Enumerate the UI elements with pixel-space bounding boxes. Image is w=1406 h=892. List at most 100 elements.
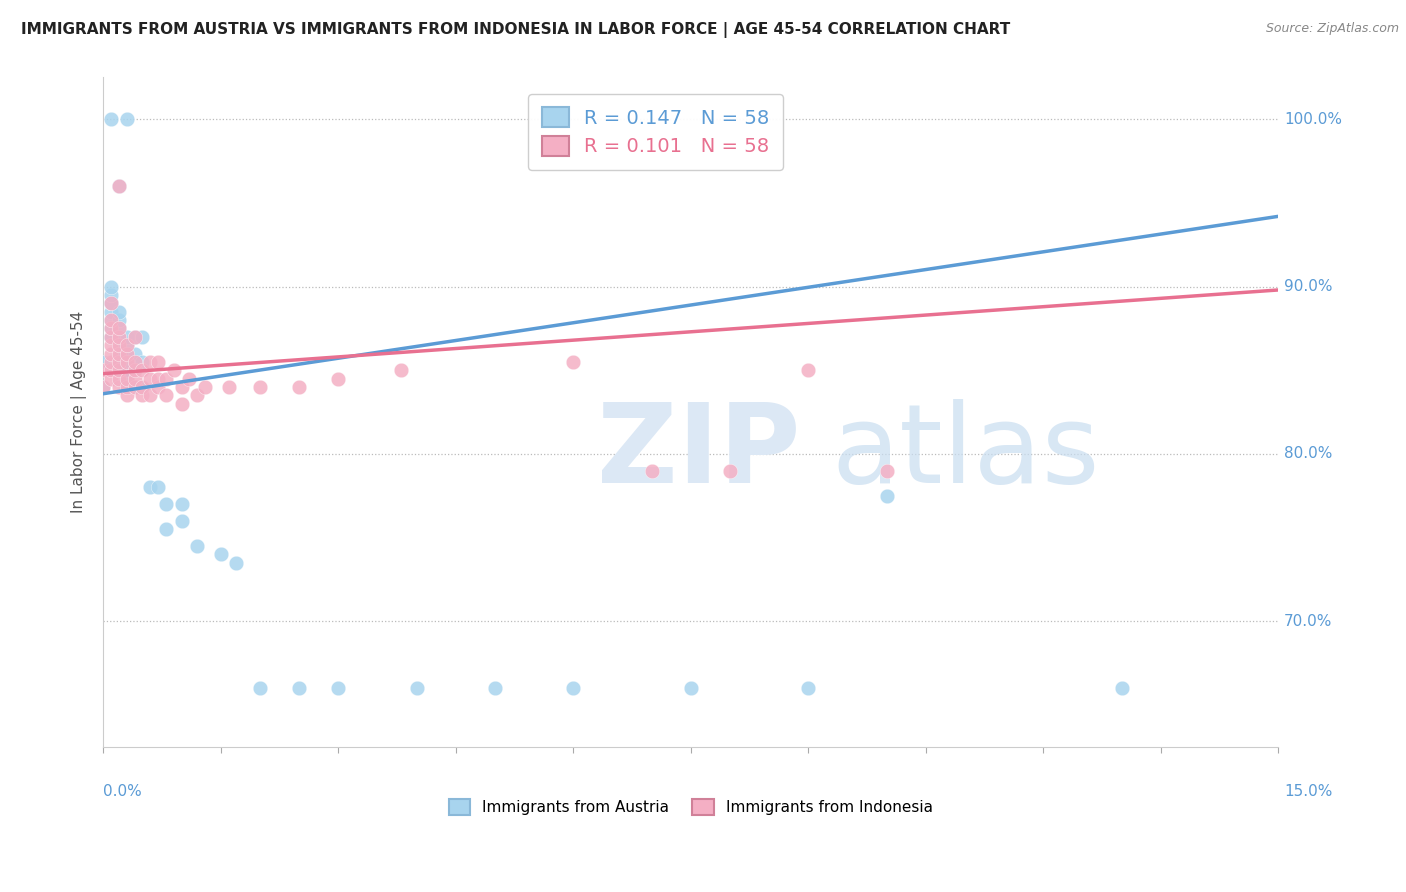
Point	[218, 380, 240, 394]
Point	[108, 371, 131, 385]
Point	[328, 371, 350, 385]
Point	[155, 522, 177, 536]
Point	[108, 321, 131, 335]
Point	[209, 547, 232, 561]
Point	[115, 346, 138, 360]
Point	[91, 363, 114, 377]
Point	[100, 355, 122, 369]
Point	[131, 330, 153, 344]
Point	[139, 355, 162, 369]
Point	[108, 346, 131, 360]
Point	[108, 363, 131, 377]
Point	[328, 681, 350, 696]
Point	[115, 355, 138, 369]
Point	[100, 296, 122, 310]
Point	[100, 296, 122, 310]
Point	[108, 321, 131, 335]
Point	[562, 355, 585, 369]
Point	[170, 514, 193, 528]
Point	[124, 363, 146, 377]
Point	[679, 681, 702, 696]
Point	[131, 380, 153, 394]
Point	[146, 380, 169, 394]
Text: IMMIGRANTS FROM AUSTRIA VS IMMIGRANTS FROM INDONESIA IN LABOR FORCE | AGE 45-54 : IMMIGRANTS FROM AUSTRIA VS IMMIGRANTS FR…	[21, 22, 1011, 38]
Point	[405, 681, 427, 696]
Point	[108, 179, 131, 194]
Point	[139, 480, 162, 494]
Text: ZIP: ZIP	[596, 399, 800, 506]
Point	[115, 363, 138, 377]
Point	[108, 338, 131, 352]
Point	[124, 330, 146, 344]
Point	[108, 355, 131, 369]
Point	[91, 380, 114, 394]
Point	[186, 388, 208, 402]
Point	[170, 497, 193, 511]
Point	[100, 346, 122, 360]
Point	[288, 681, 311, 696]
Point	[484, 681, 506, 696]
Point	[100, 371, 122, 385]
Point	[100, 321, 122, 335]
Point	[155, 371, 177, 385]
Text: Source: ZipAtlas.com: Source: ZipAtlas.com	[1265, 22, 1399, 36]
Point	[100, 321, 122, 335]
Point	[124, 380, 146, 394]
Point	[163, 363, 186, 377]
Point	[876, 489, 898, 503]
Text: 100.0%: 100.0%	[1284, 112, 1343, 127]
Point	[108, 179, 131, 194]
Point	[115, 371, 138, 385]
Point	[100, 313, 122, 327]
Point	[718, 464, 741, 478]
Point	[100, 330, 122, 344]
Point	[131, 355, 153, 369]
Point	[115, 380, 138, 394]
Point	[108, 330, 131, 344]
Text: 15.0%: 15.0%	[1284, 783, 1333, 798]
Point	[1111, 681, 1133, 696]
Point	[225, 556, 247, 570]
Point	[91, 380, 114, 394]
Point	[100, 363, 122, 377]
Point	[108, 355, 131, 369]
Point	[115, 346, 138, 360]
Point	[155, 388, 177, 402]
Point	[100, 330, 122, 344]
Point	[139, 371, 162, 385]
Point	[100, 338, 122, 352]
Point	[146, 480, 169, 494]
Point	[124, 380, 146, 394]
Point	[115, 338, 138, 352]
Point	[115, 338, 138, 352]
Point	[288, 380, 311, 394]
Point	[115, 355, 138, 369]
Point	[146, 371, 169, 385]
Point	[108, 313, 131, 327]
Point	[124, 355, 146, 369]
Point	[876, 464, 898, 478]
Point	[100, 304, 122, 318]
Point	[100, 112, 122, 127]
Point	[108, 380, 131, 394]
Point	[186, 539, 208, 553]
Point	[131, 380, 153, 394]
Point	[108, 346, 131, 360]
Point	[108, 330, 131, 344]
Point	[124, 363, 146, 377]
Text: atlas: atlas	[832, 399, 1101, 506]
Point	[100, 296, 122, 310]
Point	[115, 380, 138, 394]
Point	[131, 388, 153, 402]
Point	[115, 388, 138, 402]
Text: 70.0%: 70.0%	[1284, 614, 1333, 629]
Point	[194, 380, 217, 394]
Point	[170, 397, 193, 411]
Point	[100, 313, 122, 327]
Point	[179, 371, 201, 385]
Point	[249, 681, 271, 696]
Point	[155, 497, 177, 511]
Legend: Immigrants from Austria, Immigrants from Indonesia: Immigrants from Austria, Immigrants from…	[441, 791, 941, 822]
Point	[91, 355, 114, 369]
Point	[115, 112, 138, 127]
